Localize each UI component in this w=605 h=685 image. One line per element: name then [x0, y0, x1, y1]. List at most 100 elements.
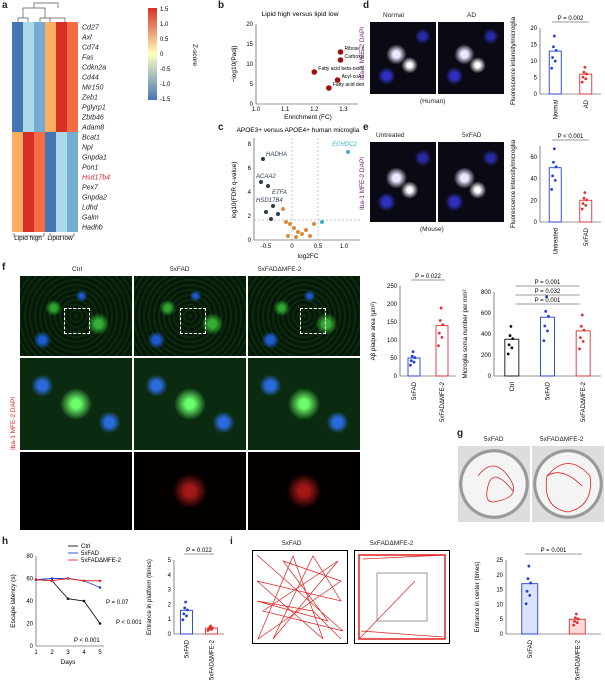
- image-f-5xfad-red: [134, 452, 246, 530]
- y-axis-label: Fluorescence intensity/microglia: [510, 139, 517, 228]
- y-tick: 100: [387, 338, 398, 344]
- bar: [579, 73, 593, 95]
- y-tick: 60: [26, 577, 33, 583]
- y-tick: 5: [534, 76, 538, 82]
- data-dot: [574, 616, 577, 620]
- label-5xfad-e: 5xFAD: [462, 132, 482, 139]
- panel-letter-f: f: [2, 262, 6, 273]
- heatmap-cell: [34, 102, 45, 112]
- p-value: P = 0.002: [558, 16, 584, 22]
- panel-letter-d: d: [363, 0, 370, 11]
- stain-label-e: Iba-1 MFE-2 DAPI: [359, 156, 366, 210]
- y-tick: 80: [26, 554, 33, 560]
- heatmap-cell: [12, 192, 23, 202]
- series-point: [98, 579, 102, 583]
- colorbar-tick: 0.5: [160, 37, 169, 43]
- group-label-lipid-high: Lipid high: [14, 235, 42, 242]
- stain-label-d: Iba-1 MFE-2 DAPI: [359, 26, 366, 80]
- colorbar-tick: 0: [160, 52, 164, 58]
- heatmap-cell: [12, 122, 23, 132]
- heatmap-cell: [34, 122, 45, 132]
- colorbar-ticks: 1.5 1.0 0.5 0 -0.5 -1.0 -1.5: [160, 7, 171, 103]
- series-point: [34, 578, 38, 581]
- gene-label: Cdkn2a: [82, 65, 106, 72]
- y-axis-label: Entrance in platform (times): [146, 559, 153, 635]
- heatmap-cell: [56, 82, 67, 92]
- x-tick: 1: [34, 650, 38, 656]
- caption-human: (Human): [420, 98, 446, 105]
- enrichment-point: [337, 49, 344, 55]
- data-dot: [547, 314, 550, 318]
- y-tick: 20: [496, 573, 503, 579]
- heatmap-cell: [56, 122, 67, 132]
- x-tick: 0: [290, 244, 294, 250]
- y-tick: 0: [488, 374, 492, 380]
- heatmap-cell: [45, 62, 56, 72]
- data-dot: [579, 336, 582, 340]
- data-dot: [574, 612, 578, 616]
- heatmap-cell: [56, 212, 67, 222]
- heatmap-cell: [45, 82, 56, 92]
- image-f-5xfad-zoom: [134, 358, 246, 450]
- gene-label: Hadhb: [82, 225, 103, 232]
- data-dot: [572, 623, 576, 627]
- legend-entry: Ctrl: [81, 544, 90, 550]
- gene-label: Fas: [82, 55, 94, 62]
- series-point: [82, 599, 86, 603]
- series-line: [35, 579, 101, 624]
- data-dot: [582, 328, 586, 332]
- data-dot: [183, 606, 187, 610]
- gene-label: Pglyrp1: [82, 105, 106, 112]
- heatmap-cell: [45, 52, 56, 62]
- heatmap-cell: [56, 162, 67, 172]
- y-tick: 0: [250, 102, 254, 108]
- heatmap-cell: [56, 152, 67, 162]
- series-point: [50, 577, 54, 580]
- data-dot: [544, 309, 548, 313]
- data-dot: [583, 65, 587, 69]
- heatmap-cell: [45, 22, 56, 32]
- heatmap-cell: [67, 52, 78, 62]
- data-dot: [182, 612, 186, 616]
- y-axis-label: Escape latency (s): [10, 574, 17, 627]
- image-f-ctrl-red: [20, 452, 132, 530]
- image-g-5xfad-pool: [458, 446, 530, 522]
- heatmap-cell: [56, 112, 67, 122]
- heatmap-cell: [34, 222, 45, 232]
- heatmap-cell: [56, 102, 67, 112]
- heatmap-cell: [34, 182, 45, 192]
- heatmap-cell: [67, 112, 78, 122]
- y-tick: 4: [168, 573, 172, 579]
- y-tick: 2: [248, 214, 252, 220]
- heatmap-cell: [34, 92, 45, 102]
- data-dot: [582, 196, 586, 200]
- data-dot: [441, 323, 445, 327]
- y-tick: 15: [246, 42, 253, 48]
- x-tick: 0.5: [314, 244, 323, 250]
- image-f-mfe-zoom: [248, 358, 360, 450]
- heatmap-cell: [23, 222, 34, 232]
- heatmap-cell: [12, 182, 23, 192]
- panel-letter-b: b: [218, 0, 225, 11]
- heatmap-cell: [23, 22, 34, 32]
- image-f-ctrl-overview: [20, 276, 132, 356]
- legend-entry: 5xFAD: [81, 551, 100, 557]
- heatmap-gene-labels: Cd27 Axl Cd74 Fas Cdkn2a Cd44 Mir150 Zeb1 Pglyrp…: [81, 25, 110, 232]
- heatmap-cell: [23, 152, 34, 162]
- gene-label: Cd74: [82, 45, 99, 52]
- heatmap-cell: [45, 122, 56, 132]
- label-i-5xfad: 5xFAD: [282, 540, 302, 547]
- y-tick: 0: [500, 632, 504, 638]
- image-untreated: [370, 142, 436, 222]
- data-dot: [438, 319, 442, 322]
- y-tick: 600: [481, 311, 492, 317]
- image-f-5xfad-overview: [134, 276, 246, 356]
- data-dot: [413, 356, 417, 360]
- image-i-5xfad-field: [252, 550, 348, 644]
- data-dot: [552, 34, 556, 38]
- heatmap-cell: [56, 92, 67, 102]
- x-tick-label: 5xFAD: [185, 639, 191, 658]
- x-tick-label: 5xFAD: [546, 381, 552, 400]
- x-tick-label: 5xFAD: [412, 381, 418, 400]
- y-tick: 20: [246, 22, 253, 28]
